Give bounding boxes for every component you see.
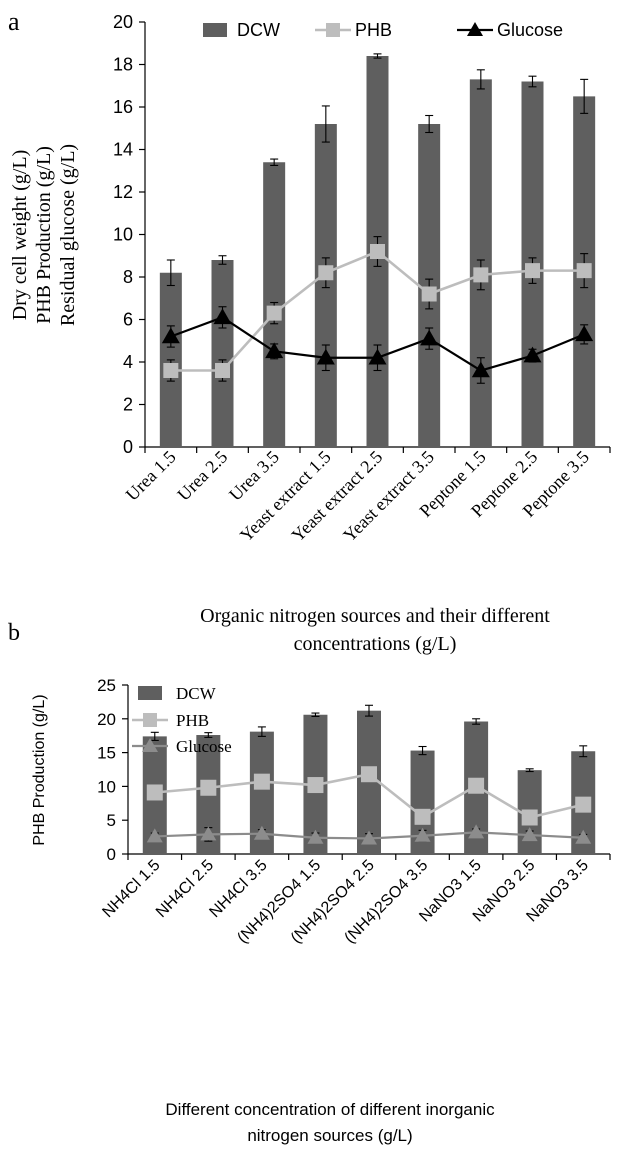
legend-label: Glucose [176,737,232,756]
phb-point [525,263,540,279]
x-tick-label: Yeast extract 3.5 [339,447,438,546]
y-tick-label: 25 [97,676,116,695]
y-tick-label: 16 [113,97,133,117]
x-tick-label: Yeast extract 2.5 [288,447,387,546]
phb-point [370,244,385,259]
panel-label: b [8,620,20,646]
legend-label: PHB [355,20,392,40]
glucose-point [575,325,594,342]
glucose-point [575,829,592,844]
phb-point [575,796,592,813]
glucose-point [161,327,180,344]
x-tick-label: Yeast extract 1.5 [236,447,335,546]
phb-point [146,784,163,801]
legend: DCW PHB Glucose [203,20,563,40]
glucose-point [368,348,387,365]
y-tick-label: 10 [97,777,116,796]
legend-label: DCW [176,684,217,703]
x-axis-title: Different concentration of different ino… [165,1100,495,1119]
legend-swatch-phb [326,23,340,37]
y-axis-title: Dry cell weight (g/L) [9,150,31,321]
y-tick-label: 10 [113,225,133,245]
dcw-bar [357,710,381,854]
glucose-point [213,308,232,325]
phb-point [414,808,431,825]
legend: DCW PHB Glucose [132,684,232,756]
glucose-point [471,361,490,378]
x-tick-label: Urea 2.5 [173,447,231,505]
phb-point [521,809,538,826]
phb-point [468,777,485,794]
y-tick-label: 18 [113,55,133,75]
legend-swatch-dcw [138,686,162,700]
legend-swatch-glucose [467,22,483,36]
y-tick-label: 4 [123,352,133,372]
legend-swatch-glucose [142,738,158,752]
phb-point [307,777,324,794]
y-tick-label: 12 [113,182,133,202]
glucose-point [414,827,431,842]
y-tick-label: 20 [97,710,116,729]
y-tick-label: 14 [113,140,133,160]
phb-point [253,773,270,790]
phb-point [163,363,179,378]
glucose-point [307,829,324,844]
y-tick-label: 2 [123,395,133,415]
phb-point [215,363,230,378]
glucose-point [253,825,270,840]
glucose-point [265,342,284,359]
phb-point [361,766,377,783]
glucose-point [420,329,439,346]
y-tick-label: 20 [113,12,133,32]
legend-label: Glucose [497,20,563,40]
panel-label: a [8,7,20,36]
phb-point [576,263,592,279]
y-axis-title: Residual glucose (g/L) [57,144,79,326]
legend-swatch-dcw [203,23,227,37]
glucose-point [468,824,485,839]
y-tick-label: 15 [97,744,116,763]
glucose-point [200,826,217,841]
glucose-point [146,828,163,843]
phb-point [473,267,489,283]
y-axis-title: PHB Production (g/L) [33,146,55,324]
legend-label: DCW [237,20,280,40]
x-axis-title: Organic nitrogen sources and their diffe… [200,605,550,627]
glucose-point [523,346,542,363]
phb-point [200,779,217,796]
glucose-point [361,830,377,845]
legend-swatch-phb [143,713,157,727]
y-axis-title: PHB Production (g/L) [31,694,48,845]
y-tick-label: 8 [123,267,133,287]
legend-label: PHB [176,711,209,730]
phb-point [421,286,437,302]
y-tick-label: 6 [123,310,133,330]
phb-point [318,265,334,281]
x-axis-title: concentrations (g/L) [294,633,457,655]
glucose-point [316,348,335,365]
dcw-bar [211,260,234,447]
y-tick-label: 5 [107,811,116,830]
phb-point [266,305,282,321]
glucose-point [521,827,538,842]
y-tick-label: 0 [123,437,133,457]
y-tick-label: 0 [107,845,116,864]
x-axis-title: nitrogen sources (g/L) [247,1126,412,1145]
